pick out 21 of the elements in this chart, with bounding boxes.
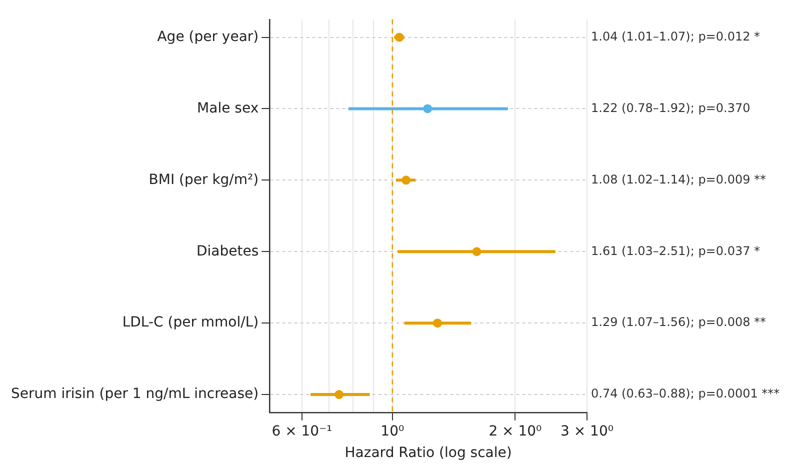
text: 1.29 (1.07–1.56); p=0.008 **: [591, 315, 766, 330]
point: [394, 32, 404, 42]
x-tick-label: 3 × 10⁰: [560, 423, 614, 440]
y-tick-label: Male sex: [197, 100, 259, 116]
y-tick-label: Diabetes: [196, 243, 259, 260]
point: [423, 104, 432, 114]
y-tick-label: Age (per year): [157, 28, 259, 45]
x-tick-label: 6 × 10⁻¹: [272, 423, 332, 440]
text: 1.08 (1.02–1.14); p=0.009 **: [591, 172, 766, 186]
text: 1.61 (1.03–2.51); p=0.037 *: [591, 244, 760, 258]
y-tick-label: BMI (per kg/m²): [148, 172, 259, 188]
y-tick-label: Serum irisin (per 1 ng/mL increase): [10, 386, 259, 402]
point: [402, 176, 411, 185]
x-axis-title: Hazard Ratio (log scale): [344, 445, 512, 462]
text: 0.74 (0.63–0.88); p=0.0001 ***: [591, 386, 780, 401]
text: 1.22 (0.78–1.92); p=0.370: [591, 100, 750, 115]
x-tick-label: 10⁰: [380, 423, 404, 440]
x-tick-label: 2 × 10⁰: [488, 423, 542, 440]
text: 1.04 (1.01–1.07); p=0.012 *: [591, 29, 760, 44]
y-tick-label: LDL-C (per mmol/L): [122, 314, 259, 331]
point: [433, 318, 442, 328]
